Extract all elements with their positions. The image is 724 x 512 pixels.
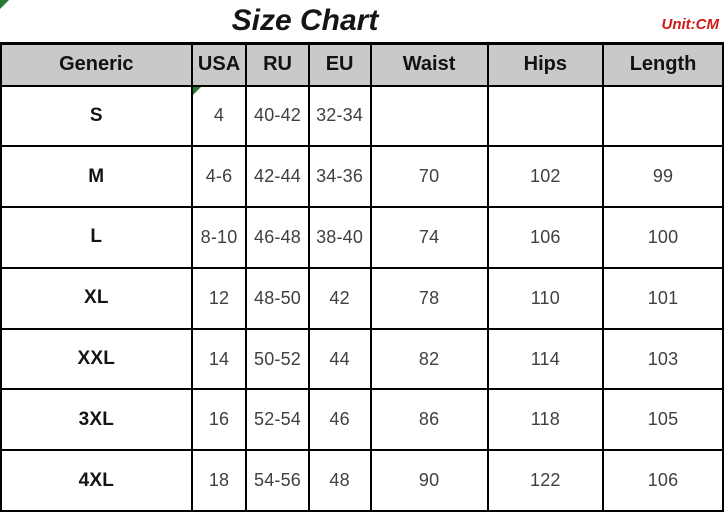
column-header-waist: Waist — [369, 42, 489, 87]
table-row-xxl: XXL 14 50-52 44 82 114 103 — [0, 327, 724, 391]
table-cell: 106 — [602, 449, 724, 512]
row-label-l: L — [0, 206, 193, 269]
table-row-4xl: 4XL 18 54-56 48 90 122 106 — [0, 449, 724, 512]
table-cell: 48 — [307, 449, 372, 512]
table-cell: 70 — [369, 145, 489, 209]
table-cell: 44 — [307, 327, 372, 391]
cell-error-indicator-icon — [193, 87, 201, 95]
row-label-xxl: XXL — [0, 327, 193, 391]
unit-label: Unit:CM — [661, 16, 719, 33]
table-cell — [486, 84, 605, 148]
table-cell: 103 — [602, 327, 724, 391]
column-header-eu: EU — [307, 42, 372, 87]
table-cell: 16 — [190, 388, 248, 452]
column-header-hips: Hips — [486, 42, 605, 87]
table-cell: 32-34 — [307, 84, 372, 148]
column-header-generic: Generic — [0, 42, 193, 87]
title-bar: Size Chart Unit:CM — [0, 0, 724, 42]
column-header-length: Length — [602, 42, 724, 87]
table-cell: 110 — [486, 266, 605, 330]
table-body: S 4 40-42 32-34 M 4-6 42-44 34-36 70 102 99 L 8-10 46… — [0, 84, 724, 512]
table-cell: 86 — [369, 388, 489, 452]
table-cell: 38-40 — [307, 206, 372, 269]
table-cell: 48-50 — [245, 266, 310, 330]
row-label-s: S — [0, 84, 193, 148]
row-label-m: M — [0, 145, 193, 209]
column-header-ru: RU — [245, 42, 310, 87]
table-row-s: S 4 40-42 32-34 — [0, 84, 724, 148]
table-row-xl: XL 12 48-50 42 78 110 101 — [0, 266, 724, 330]
table-cell: 118 — [486, 388, 605, 452]
page-title: Size Chart — [231, 4, 379, 37]
size-chart-table: Generic USA RU EU Waist Hips Length S 4 40-42 32-… — [0, 42, 724, 512]
table-cell: 8-10 — [190, 206, 248, 269]
row-label-4xl: 4XL — [0, 449, 193, 512]
column-header-usa: USA — [190, 42, 248, 87]
table-cell: 4 — [190, 84, 248, 148]
table-cell — [602, 84, 724, 148]
corner-triangle-icon — [0, 0, 9, 9]
table-cell: 4-6 — [190, 145, 248, 209]
table-cell: 106 — [486, 206, 605, 269]
table-cell: 99 — [602, 145, 724, 209]
table-cell: 90 — [369, 449, 489, 512]
table-cell: 105 — [602, 388, 724, 452]
table-cell: 34-36 — [307, 145, 372, 209]
row-label-3xl: 3XL — [0, 388, 193, 452]
table-cell: 100 — [602, 206, 724, 269]
table-cell: 101 — [602, 266, 724, 330]
table-cell: 46 — [307, 388, 372, 452]
table-cell: 54-56 — [245, 449, 310, 512]
table-row-l: L 8-10 46-48 38-40 74 106 100 — [0, 206, 724, 269]
table-cell: 40-42 — [245, 84, 310, 148]
table-cell: 78 — [369, 266, 489, 330]
table-cell: 82 — [369, 327, 489, 391]
row-label-xl: XL — [0, 266, 193, 330]
table-cell: 50-52 — [245, 327, 310, 391]
table-cell: 114 — [486, 327, 605, 391]
table-cell: 14 — [190, 327, 248, 391]
table-cell: 42-44 — [245, 145, 310, 209]
table-cell: 12 — [190, 266, 248, 330]
table-cell: 42 — [307, 266, 372, 330]
table-cell: 18 — [190, 449, 248, 512]
table-cell: 74 — [369, 206, 489, 269]
table-cell: 52-54 — [245, 388, 310, 452]
table-cell: 102 — [486, 145, 605, 209]
header-row: Generic USA RU EU Waist Hips Length — [0, 42, 724, 87]
table-row-3xl: 3XL 16 52-54 46 86 118 105 — [0, 388, 724, 452]
table-cell: 122 — [486, 449, 605, 512]
table-row-m: M 4-6 42-44 34-36 70 102 99 — [0, 145, 724, 209]
table-cell — [369, 84, 489, 148]
table-cell: 46-48 — [245, 206, 310, 269]
